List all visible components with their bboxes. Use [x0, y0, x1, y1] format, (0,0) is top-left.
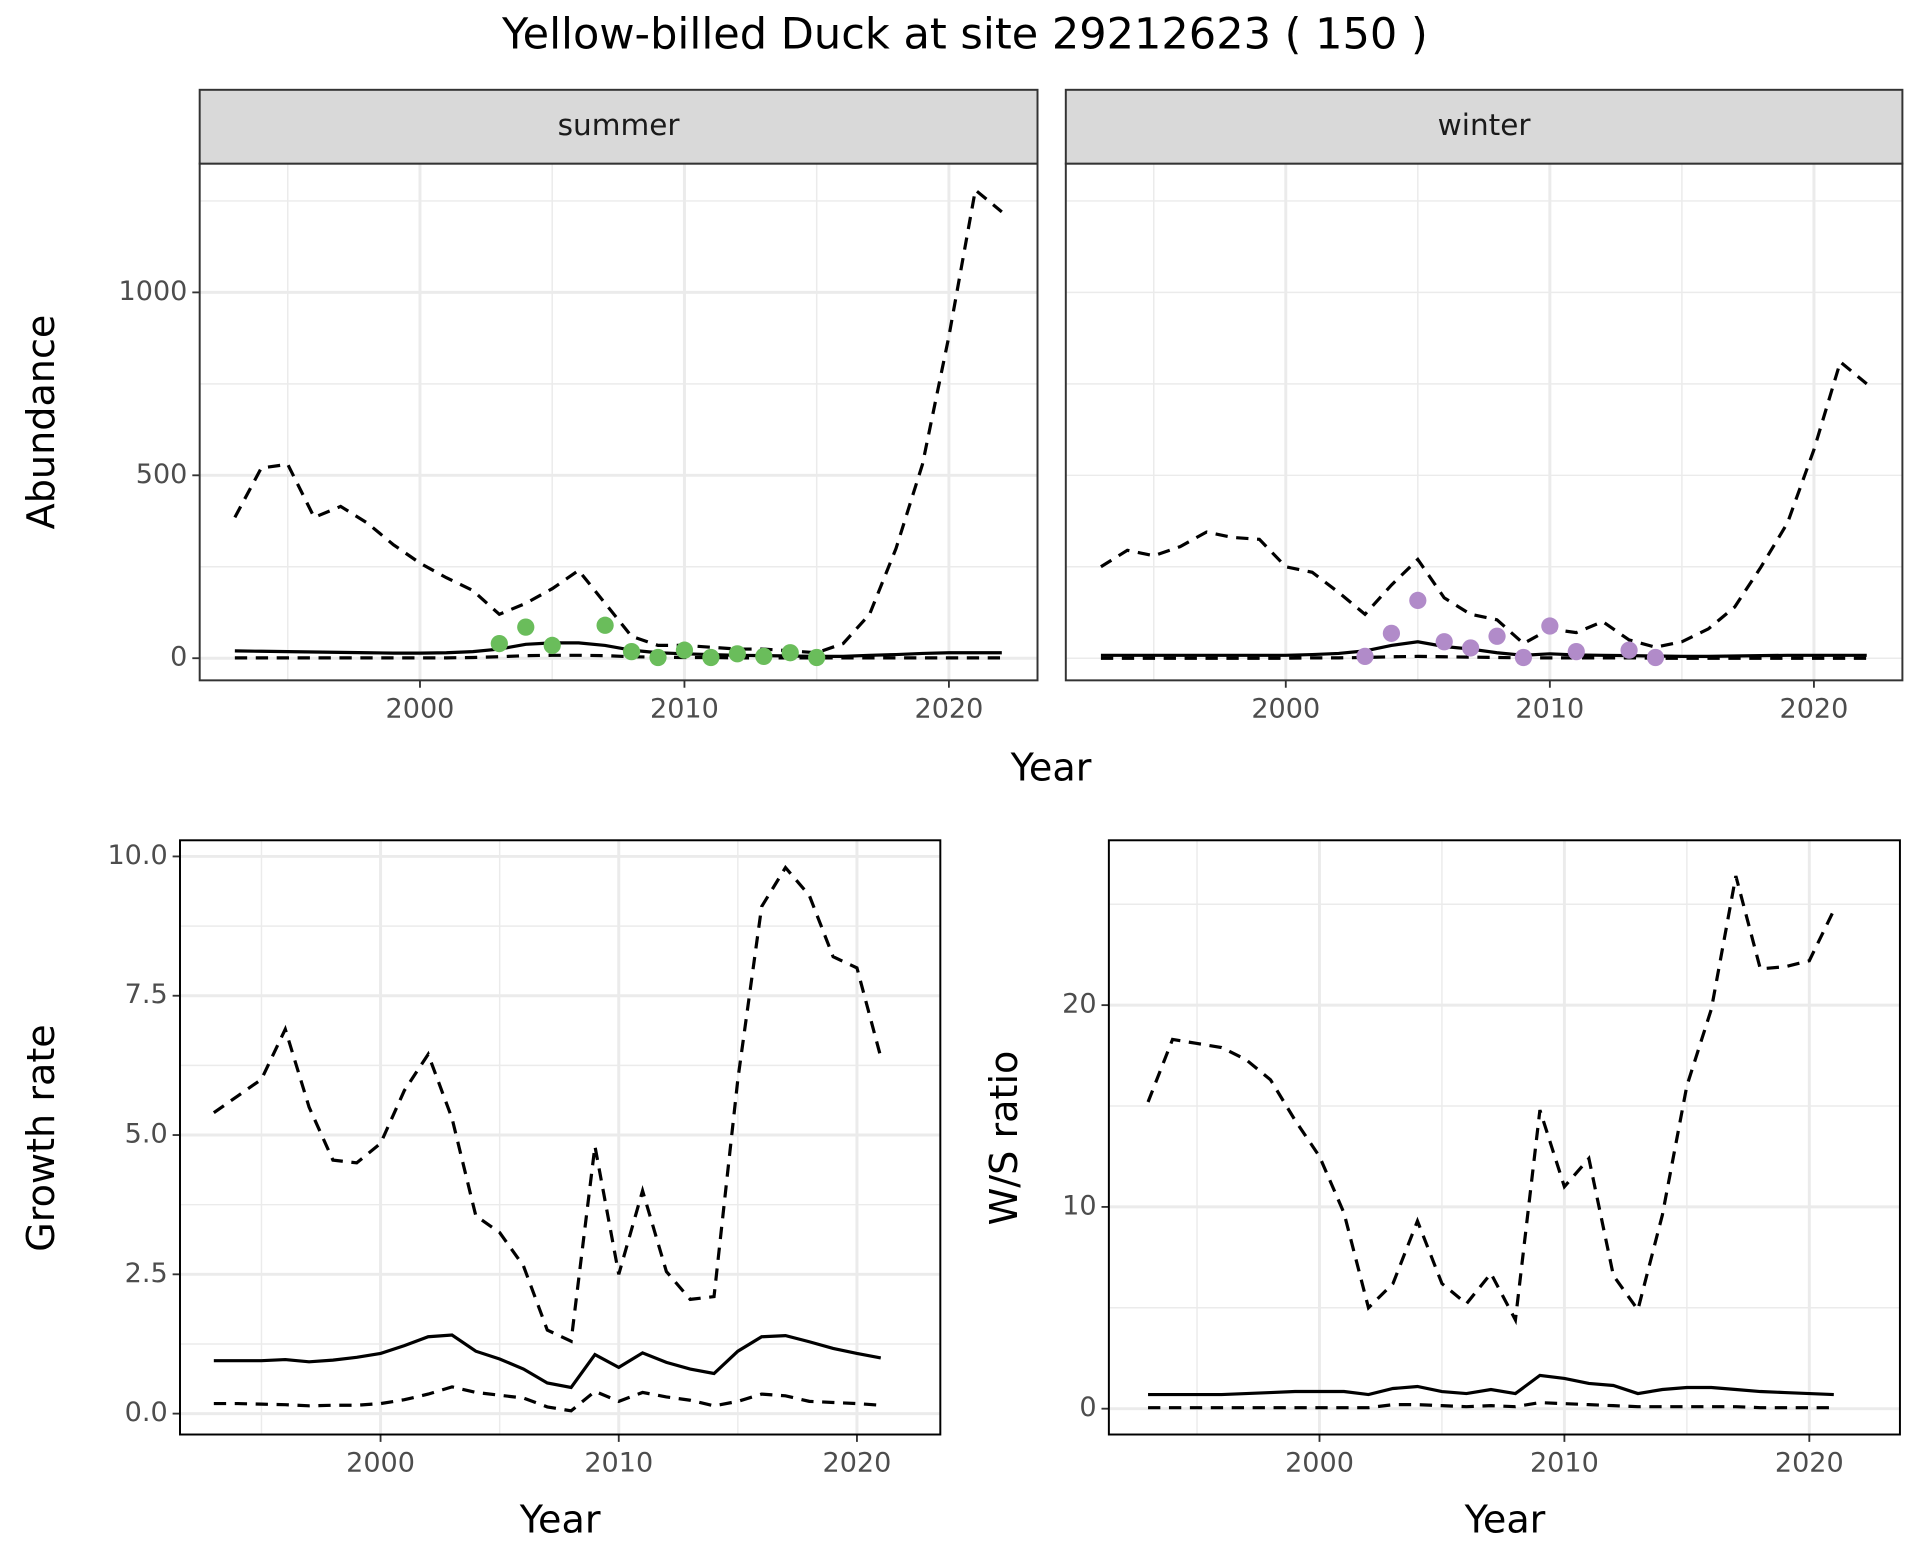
facet-strip — [1064, 88, 1904, 165]
y-tick-label: 10.0 — [107, 840, 167, 871]
panel-border — [1107, 839, 1901, 1436]
panel-border — [179, 839, 942, 1436]
mean-line — [213, 1333, 882, 1390]
y-axis-title: Abundance — [19, 315, 63, 530]
x-axis-title: Year — [1010, 746, 1092, 790]
x-tick-label: 2020 — [914, 693, 983, 724]
bound-line — [213, 1385, 881, 1413]
observed-point — [675, 641, 694, 659]
x-tick-label: 2010 — [650, 693, 719, 724]
x-tick-label: 2020 — [1775, 1448, 1844, 1479]
x-tick-label: 2000 — [346, 1448, 415, 1479]
observed-point — [1646, 648, 1665, 667]
observed-point — [755, 647, 773, 665]
observed-point — [543, 636, 561, 655]
observed-point — [1514, 648, 1533, 667]
observed-point — [1541, 617, 1559, 635]
bound-line — [1148, 1401, 1834, 1410]
facet-label: summer — [558, 108, 681, 142]
mean-line — [1148, 1373, 1834, 1397]
panel-background — [1108, 840, 1900, 1435]
x-tick-label: 2010 — [584, 1448, 653, 1479]
x-tick-label: 2020 — [1780, 693, 1849, 724]
observed-point — [728, 645, 746, 663]
observed-point — [1382, 624, 1401, 642]
observed-point — [1356, 647, 1374, 665]
facet-label: winter — [1438, 108, 1532, 142]
bound-line — [1100, 359, 1868, 649]
observed-point — [1409, 591, 1427, 610]
y-tick-label: 2.5 — [125, 1258, 168, 1289]
y-tick-label: 20 — [1062, 989, 1096, 1020]
bound-line — [1100, 654, 1867, 660]
x-tick-label: 2020 — [823, 1448, 892, 1479]
observed-point — [808, 648, 826, 667]
observed-point — [649, 648, 667, 667]
observed-point — [781, 644, 799, 662]
observed-point — [517, 618, 535, 636]
y-tick-label: 0 — [170, 642, 187, 673]
observed-point — [622, 643, 641, 661]
panel-background — [199, 163, 1038, 681]
observed-point — [1567, 643, 1585, 661]
bound-line — [233, 186, 1003, 655]
observed-point — [1435, 633, 1453, 651]
y-tick-label: 0.0 — [125, 1397, 168, 1428]
mean-line — [1100, 640, 1867, 658]
observed-point — [1462, 639, 1480, 657]
y-tick-label: 10 — [1062, 1190, 1096, 1221]
mean-line — [234, 641, 1002, 658]
x-tick-label: 2000 — [1251, 693, 1320, 724]
observed-point — [490, 634, 508, 653]
x-tick-label: 2010 — [1515, 693, 1584, 724]
x-axis-title: Year — [1464, 1497, 1546, 1541]
panel-background — [1065, 163, 1903, 681]
x-tick-label: 2010 — [1530, 1448, 1599, 1479]
figure-title: Yellow-billed Duck at site 29212623 ( 15… — [501, 9, 1428, 59]
x-tick-label: 2000 — [386, 693, 455, 724]
y-tick-label: 7.5 — [125, 979, 168, 1010]
y-axis-title: Growth rate — [19, 1024, 63, 1252]
bound-line — [212, 864, 883, 1344]
y-tick-label: 500 — [136, 459, 188, 490]
observed-point — [1620, 641, 1638, 659]
y-tick-label: 0 — [1079, 1392, 1096, 1423]
observed-point — [1488, 627, 1506, 645]
panel-background — [180, 840, 941, 1435]
x-tick-label: 2000 — [1285, 1448, 1354, 1479]
y-tick-label: 1000 — [119, 276, 188, 307]
facet-strip — [198, 88, 1039, 165]
y-axis-title: W/S ratio — [982, 1051, 1026, 1226]
x-axis-title: Year — [519, 1497, 601, 1541]
y-tick-label: 5.0 — [125, 1119, 168, 1150]
bound-line — [234, 653, 1002, 660]
observed-point — [702, 648, 720, 667]
observed-point — [596, 616, 614, 634]
